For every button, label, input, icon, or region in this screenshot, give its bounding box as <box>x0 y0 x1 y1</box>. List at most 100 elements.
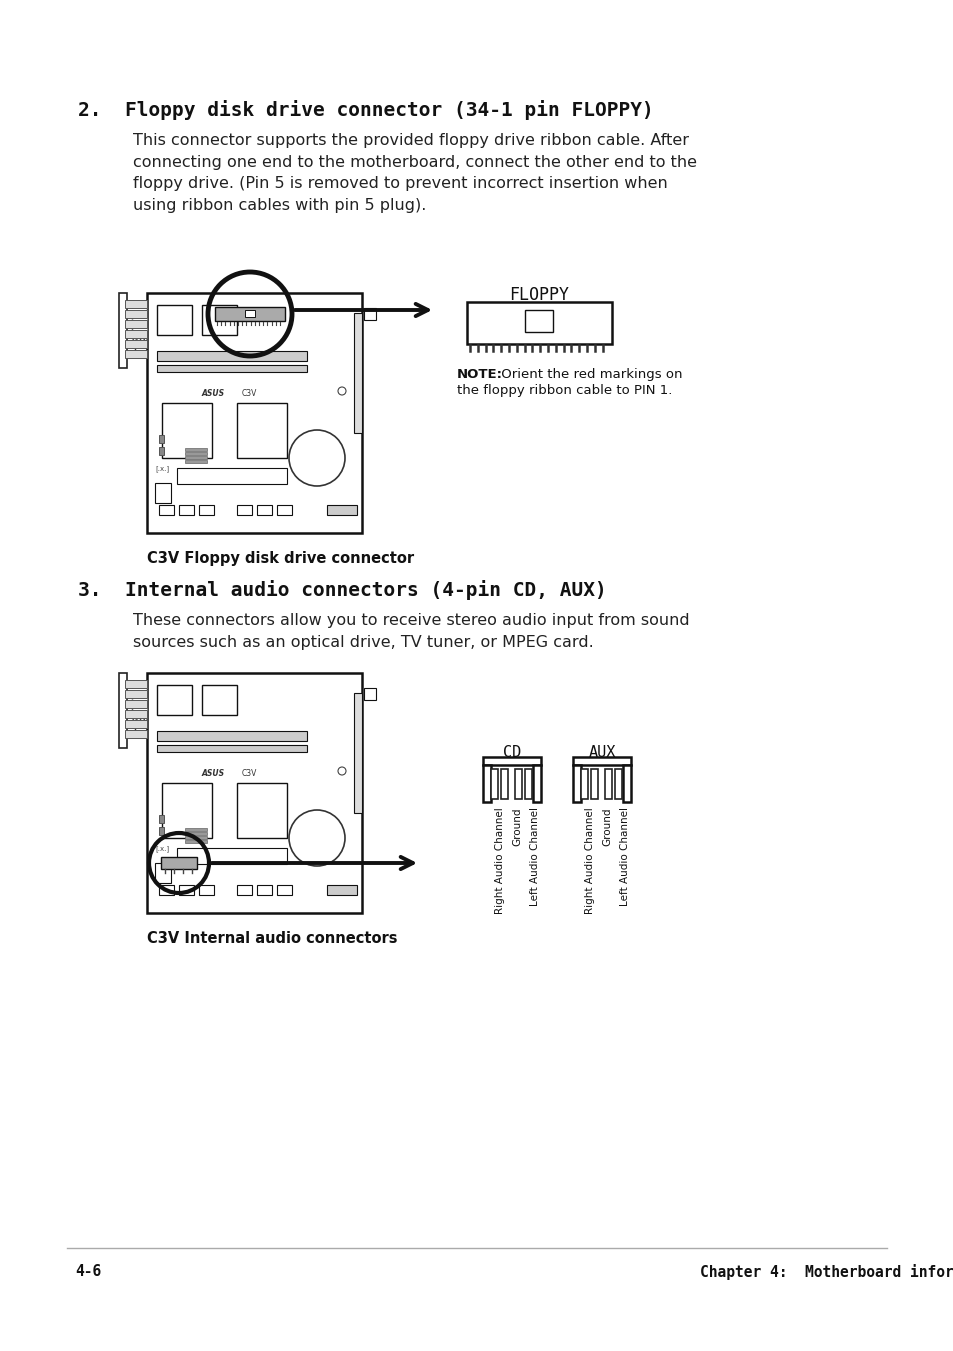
Bar <box>533 765 540 802</box>
Bar <box>159 505 173 515</box>
Bar <box>125 681 135 736</box>
Circle shape <box>337 386 346 394</box>
Bar <box>157 351 307 361</box>
Bar <box>125 330 147 338</box>
Bar <box>159 447 164 455</box>
Bar <box>162 403 212 458</box>
Text: 4-6: 4-6 <box>75 1265 101 1279</box>
Bar <box>256 885 272 894</box>
Bar <box>159 885 173 894</box>
Bar <box>245 309 254 317</box>
Bar <box>500 769 507 798</box>
Bar <box>125 320 147 328</box>
Bar <box>236 505 252 515</box>
Bar <box>236 403 287 458</box>
Text: Right Audio Channel: Right Audio Channel <box>584 807 595 913</box>
Bar <box>185 457 207 459</box>
Text: [.x.]: [.x.] <box>154 465 169 471</box>
Bar <box>125 309 147 317</box>
Text: Ground: Ground <box>512 807 521 846</box>
Text: 2.  Floppy disk drive connector (34-1 pin FLOPPY): 2. Floppy disk drive connector (34-1 pin… <box>78 100 653 120</box>
Text: Orient the red markings on: Orient the red markings on <box>497 367 681 381</box>
Bar <box>119 673 127 748</box>
Bar <box>185 832 207 835</box>
Circle shape <box>337 767 346 775</box>
Text: C3V Floppy disk drive connector: C3V Floppy disk drive connector <box>147 551 414 566</box>
Bar <box>185 449 207 451</box>
Bar <box>276 885 292 894</box>
Bar <box>354 693 361 813</box>
Bar <box>157 685 192 715</box>
Text: This connector supports the provided floppy drive ribbon cable. After
connecting: This connector supports the provided flo… <box>132 132 697 213</box>
Text: C3V: C3V <box>242 769 257 778</box>
Bar <box>125 680 147 688</box>
Text: 3.  Internal audio connectors (4-pin CD, AUX): 3. Internal audio connectors (4-pin CD, … <box>78 580 606 600</box>
Bar <box>157 731 307 740</box>
Text: NOTE:: NOTE: <box>456 367 502 381</box>
Bar <box>154 484 171 503</box>
Bar <box>132 681 147 719</box>
Bar <box>154 863 171 884</box>
Bar <box>482 757 540 765</box>
Text: ASUS: ASUS <box>202 769 225 778</box>
Bar <box>125 700 147 708</box>
Bar <box>256 505 272 515</box>
Bar <box>615 769 621 798</box>
Bar <box>157 305 192 335</box>
Text: Left Audio Channel: Left Audio Channel <box>530 807 539 907</box>
Bar <box>276 505 292 515</box>
Bar <box>185 840 207 843</box>
Text: Left Audio Channel: Left Audio Channel <box>619 807 629 907</box>
Text: Chapter 4:  Motherboard information: Chapter 4: Motherboard information <box>700 1265 953 1279</box>
Circle shape <box>289 811 345 866</box>
Bar <box>179 505 193 515</box>
Bar <box>125 730 147 738</box>
Bar <box>590 769 598 798</box>
Bar <box>185 459 207 463</box>
Bar <box>573 765 580 802</box>
Bar <box>185 828 207 831</box>
Bar <box>202 685 236 715</box>
Bar <box>147 673 361 913</box>
Bar <box>515 769 521 798</box>
Bar <box>524 769 532 798</box>
Bar <box>354 313 361 434</box>
Bar <box>236 784 287 838</box>
Bar <box>125 301 135 357</box>
Bar <box>125 340 147 349</box>
Bar <box>364 688 375 700</box>
Bar <box>482 765 491 802</box>
Bar <box>125 300 147 308</box>
Bar <box>159 435 164 443</box>
Bar <box>161 857 196 869</box>
Circle shape <box>289 430 345 486</box>
Bar <box>125 720 147 728</box>
Text: [.x.]: [.x.] <box>154 844 169 851</box>
Bar <box>202 305 236 335</box>
Bar <box>132 301 147 339</box>
Text: C3V Internal audio connectors: C3V Internal audio connectors <box>147 931 397 946</box>
Bar <box>214 307 285 322</box>
Bar <box>467 303 612 345</box>
Text: Ground: Ground <box>601 807 612 846</box>
Bar <box>236 885 252 894</box>
Bar <box>159 827 164 835</box>
Bar <box>327 885 356 894</box>
Bar <box>177 467 287 484</box>
Bar <box>580 769 587 798</box>
Bar <box>573 757 630 765</box>
Bar <box>162 784 212 838</box>
Bar <box>119 293 127 367</box>
Text: CD: CD <box>502 744 520 761</box>
Text: ASUS: ASUS <box>202 389 225 399</box>
Bar <box>185 453 207 455</box>
Bar <box>179 885 193 894</box>
Bar <box>524 309 553 332</box>
Bar <box>199 505 213 515</box>
Text: Right Audio Channel: Right Audio Channel <box>495 807 504 913</box>
Bar <box>491 769 497 798</box>
Bar <box>157 365 307 372</box>
Text: AUX: AUX <box>588 744 615 761</box>
Text: C3V: C3V <box>242 389 257 399</box>
Bar <box>604 769 612 798</box>
